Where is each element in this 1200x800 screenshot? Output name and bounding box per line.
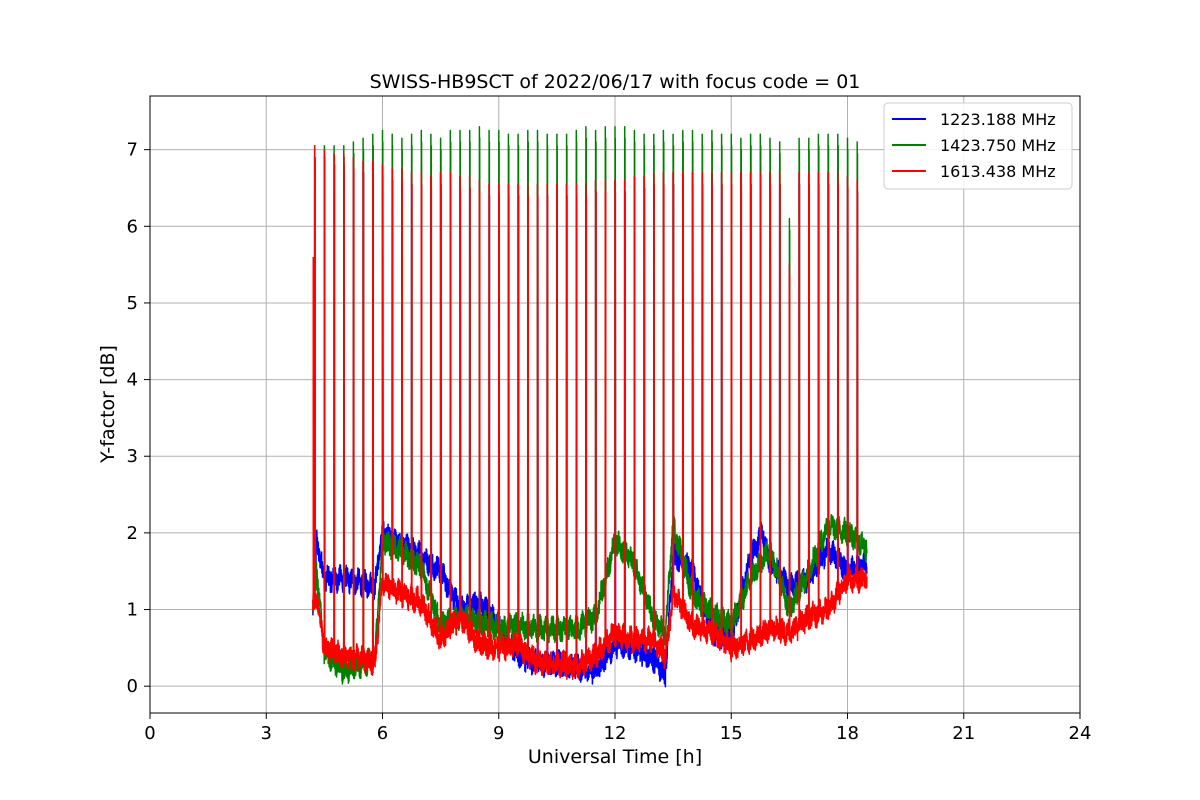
y-axis-label: Y-factor [dB] <box>97 345 119 464</box>
x-tick-label: 9 <box>493 723 504 744</box>
x-tick-label: 18 <box>836 723 859 744</box>
legend-box <box>883 102 1073 190</box>
y-tick-label: 0 <box>127 676 138 697</box>
series-line-2 <box>312 125 868 685</box>
y-tick-label: 7 <box>127 140 138 161</box>
x-tick-label: 6 <box>377 723 388 744</box>
y-tick-label: 5 <box>127 293 138 314</box>
y-axis: 0 1 2 3 4 5 6 7 <box>127 140 150 697</box>
x-tick-label: 15 <box>720 723 743 744</box>
y-tick-label: 2 <box>127 523 138 544</box>
chart-title: SWISS-HB9SCT of 2022/06/17 with focus co… <box>370 71 861 93</box>
y-tick-label: 4 <box>127 370 138 391</box>
legend-label-1: 1223.188 MHz <box>940 110 1056 129</box>
series-line-3 <box>312 145 868 681</box>
legend-label-3: 1613.438 MHz <box>940 162 1056 181</box>
x-axis-label: Universal Time [h] <box>528 746 702 768</box>
legend: 1223.188 MHz 1423.750 MHz 1613.438 MHz <box>883 102 1073 190</box>
x-axis: 0 3 6 9 12 15 18 21 24 <box>144 713 1091 744</box>
y-tick-label: 3 <box>127 446 138 467</box>
plot-area <box>312 125 868 688</box>
x-tick-label: 3 <box>261 723 272 744</box>
x-tick-label: 24 <box>1069 723 1092 744</box>
y-tick-label: 6 <box>127 216 138 237</box>
x-tick-label: 21 <box>952 723 975 744</box>
y-tick-label: 1 <box>127 600 138 621</box>
legend-label-2: 1423.750 MHz <box>940 136 1056 155</box>
x-tick-label: 12 <box>604 723 627 744</box>
x-tick-label: 0 <box>144 723 155 744</box>
